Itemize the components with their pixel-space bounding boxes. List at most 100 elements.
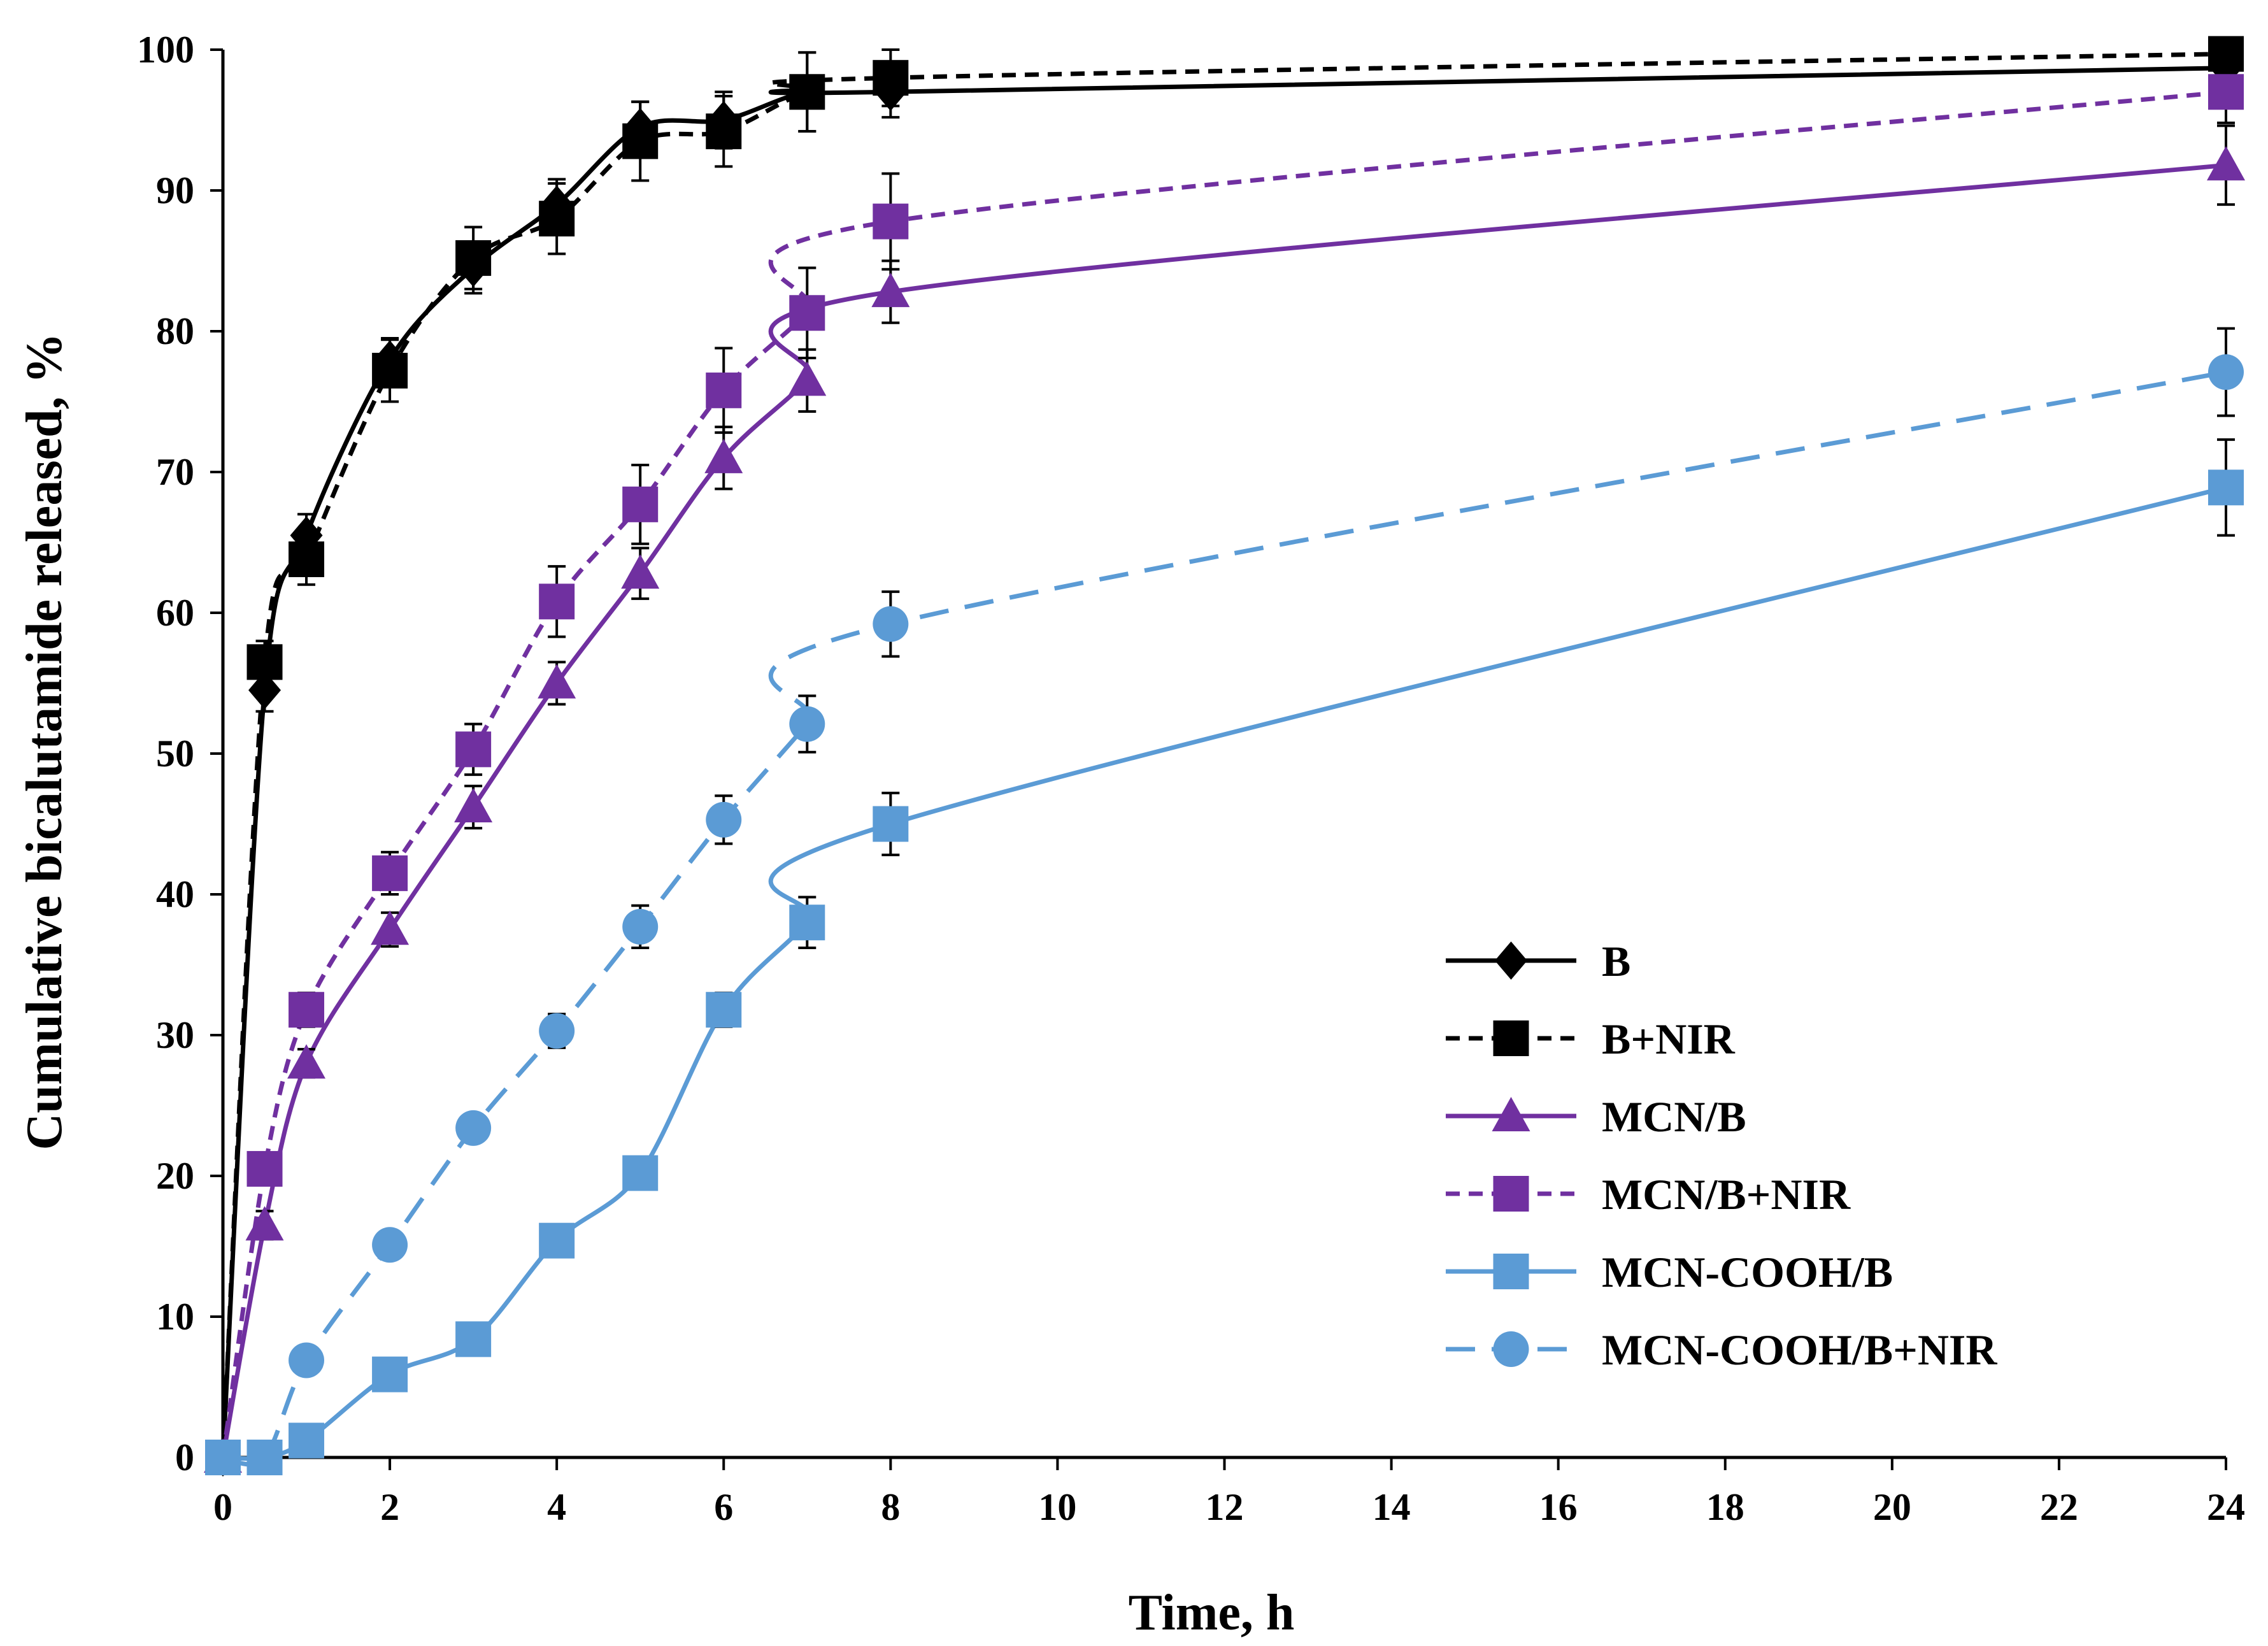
data-point-mcn-cooh-b-nir: [246, 1440, 283, 1475]
legend-item-mcn-b-nir: MCN/B+NIR: [1446, 1170, 1851, 1219]
y-tick-label: 70: [156, 451, 194, 493]
series-line-mcn-b: [220, 162, 2227, 1458]
data-point-mcn-cooh-b: [455, 1321, 492, 1357]
data-point-mcn-cooh-b: [873, 806, 909, 842]
data-point-b-nir: [372, 352, 408, 389]
data-point-mcn-cooh-b-nir: [622, 908, 659, 945]
data-point-mcn-b: [2207, 146, 2245, 181]
data-point-mcn-b-nir: [455, 731, 492, 768]
data-point-mcn-b: [704, 438, 743, 473]
y-tick-label: 90: [156, 169, 194, 211]
x-tick-label: 2: [380, 1486, 399, 1528]
data-point-mcn-cooh-b-nir: [706, 801, 742, 838]
x-tick-label: 20: [1873, 1486, 1911, 1528]
y-axis-title: Cumulative bicalutamide released, %: [17, 333, 73, 1150]
data-point-mcn-b-nir: [372, 855, 408, 891]
legend-marker: [1492, 1097, 1530, 1131]
data-point-mcn-b: [371, 910, 410, 945]
data-point-b-nir: [789, 74, 825, 110]
data-point-mcn-cooh-b-nir: [539, 1013, 575, 1049]
series-mcn-b-nir: [205, 59, 2244, 1475]
x-tick-label: 10: [1038, 1486, 1076, 1528]
x-tick-label: 18: [1706, 1486, 1744, 1528]
data-point-mcn-cooh-b-nir: [289, 1342, 325, 1378]
x-tick-label: 4: [547, 1486, 566, 1528]
y-tick-label: 10: [156, 1296, 194, 1338]
x-tick-label: 22: [2040, 1486, 2078, 1528]
series-mcn-cooh-b: [205, 438, 2244, 1475]
data-point-mcn-b: [871, 273, 910, 308]
data-point-b-nir: [622, 123, 659, 159]
x-tick-label: 16: [1539, 1486, 1578, 1528]
series-mcn-b: [204, 124, 2245, 1473]
data-point-b-nir: [246, 644, 283, 680]
y-tick-label: 100: [137, 29, 194, 71]
x-axis-title: Time, h: [1129, 1585, 1295, 1641]
y-tick-label: 30: [156, 1014, 194, 1056]
legend-marker: [1493, 1176, 1529, 1212]
data-point-mcn-b: [538, 664, 576, 699]
legend-item-mcn-b: MCN/B: [1446, 1092, 1746, 1141]
axes: [210, 48, 2227, 1470]
x-tick-label: 12: [1206, 1486, 1244, 1528]
data-point-mcn-cooh-b: [372, 1356, 408, 1392]
data-point-mcn-cooh-b-nir: [455, 1110, 492, 1146]
legend-item-mcn-cooh-b-nir: MCN-COOH/B+NIR: [1446, 1326, 1997, 1374]
legend-marker: [1495, 941, 1527, 980]
data-point-mcn-b-nir: [789, 295, 825, 331]
data-point-mcn-b: [788, 361, 827, 396]
data-point-mcn-b-nir: [289, 992, 325, 1028]
y-tick-label: 40: [156, 873, 194, 915]
legend-label: MCN-COOH/B: [1602, 1248, 1893, 1296]
series-line-mcn-b-nir: [220, 89, 2227, 1458]
data-point-mcn-cooh-b: [789, 905, 825, 941]
legend-label: B: [1602, 937, 1630, 985]
legend-label: MCN/B: [1602, 1092, 1746, 1141]
data-point-b: [248, 671, 282, 710]
x-tick-label: 6: [714, 1486, 733, 1528]
legend-item-mcn-cooh-b: MCN-COOH/B: [1446, 1248, 1893, 1296]
data-point-b-nir: [289, 541, 325, 578]
legend-label: MCN/B+NIR: [1602, 1170, 1851, 1219]
data-point-mcn-cooh-b-nir: [789, 706, 825, 742]
series-b-nir: [205, 36, 2244, 1475]
data-point-mcn-b: [454, 787, 493, 822]
data-point-mcn-b-nir: [622, 486, 659, 522]
data-point-mcn-b: [621, 554, 660, 589]
x-tick-label: 14: [1373, 1486, 1411, 1528]
series-line-b-nir: [220, 52, 2227, 1458]
data-point-b-nir: [873, 60, 909, 96]
data-point-mcn-cooh-b-nir: [205, 1440, 241, 1475]
data-point-mcn-b: [287, 1044, 326, 1079]
data-point-mcn-cooh-b: [622, 1155, 659, 1191]
legend-marker: [1493, 1020, 1529, 1056]
data-point-mcn-b-nir: [873, 203, 909, 240]
data-point-mcn-cooh-b: [539, 1222, 575, 1259]
x-tick-label: 0: [213, 1486, 232, 1528]
data-point-mcn-cooh-b: [289, 1422, 325, 1459]
y-tick-label: 20: [156, 1155, 194, 1197]
legend-item-b-nir: B+NIR: [1446, 1015, 1736, 1063]
y-tick-label: 80: [156, 310, 194, 352]
series-line-mcn-cooh-b: [222, 485, 2227, 1461]
y-tick-label: 0: [175, 1436, 194, 1478]
data-point-mcn-cooh-b: [706, 992, 742, 1028]
series-line-mcn-cooh-b-nir: [222, 369, 2227, 1467]
legend: B B+NIR MCN/B MCN/B+NIR MCN-COOH/B MCN-COOH/B…: [1446, 937, 1997, 1374]
series-b: [206, 45, 2243, 1477]
data-point-b-nir: [455, 240, 492, 276]
legend-label: MCN-COOH/B+NIR: [1602, 1326, 1997, 1374]
legend-marker: [1493, 1331, 1529, 1367]
legend-item-b: B: [1446, 937, 1630, 985]
legend-label: B+NIR: [1602, 1015, 1736, 1063]
x-tick-label: 24: [2207, 1486, 2245, 1528]
series-mcn-cooh-b-nir: [205, 327, 2244, 1475]
data-point-mcn-b: [245, 1206, 284, 1241]
y-tick-label: 50: [156, 733, 194, 775]
data-point-mcn-b-nir: [539, 583, 575, 620]
data-point-mcn-cooh-b-nir: [873, 606, 909, 642]
data-point-mcn-cooh-b-nir: [2208, 354, 2244, 390]
series-line-b: [220, 66, 2227, 1458]
